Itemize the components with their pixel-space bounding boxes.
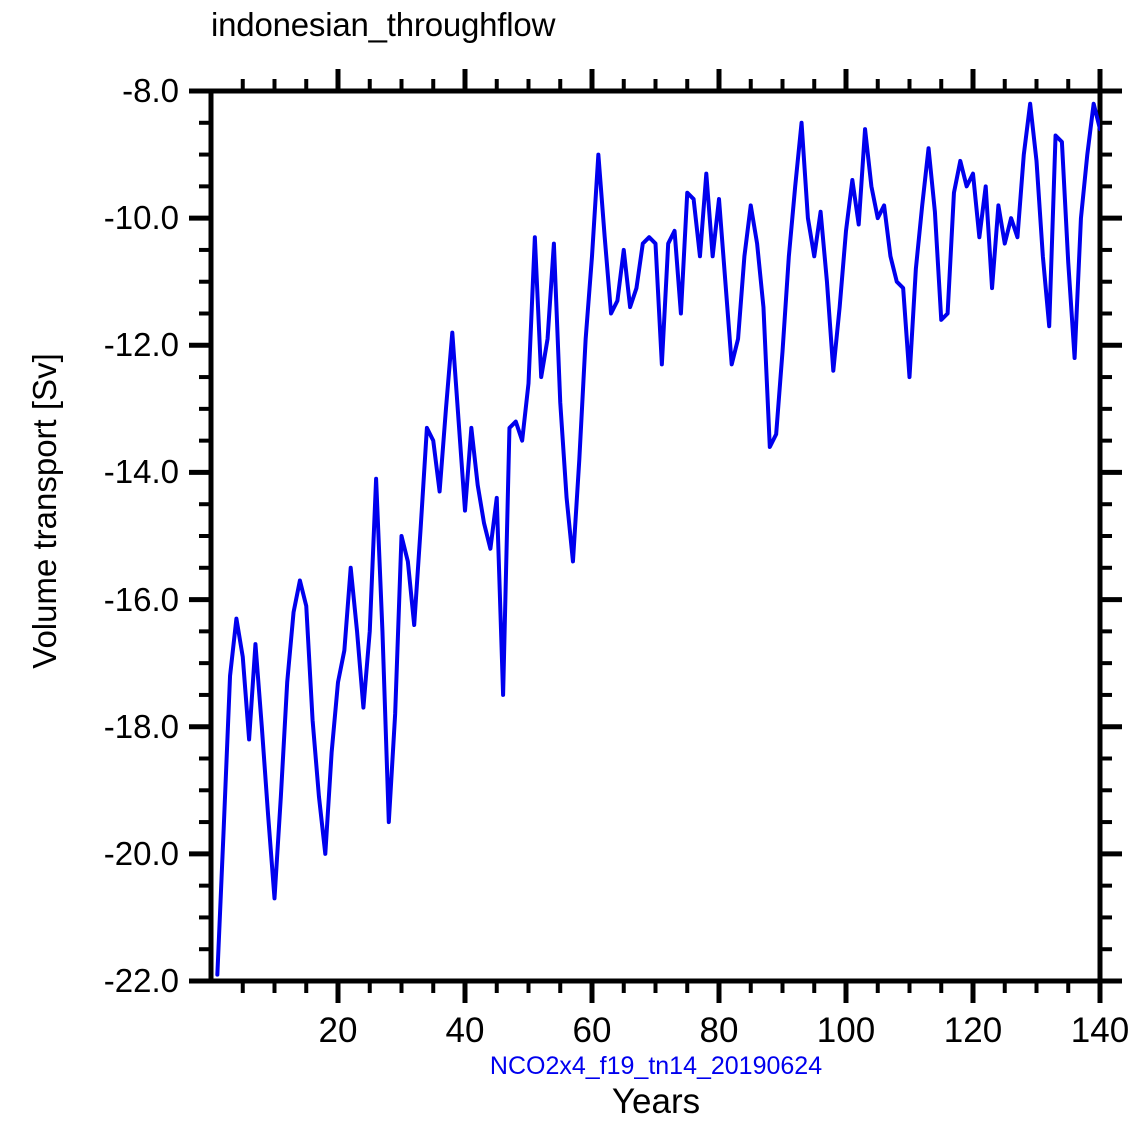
y-tick-label: -16.0	[103, 580, 179, 618]
x-tick-label: 60	[572, 1011, 612, 1050]
case-annotation: NCO2x4_f19_tn14_20190624	[489, 1052, 823, 1080]
y-tick-label: -18.0	[103, 707, 179, 745]
y-axis-label: Volume transport [Sv]	[26, 353, 63, 669]
y-tick-label: -20.0	[103, 834, 179, 872]
axis-ticks	[189, 69, 1122, 1003]
y-tick-label: -8.0	[122, 72, 179, 109]
x-tick-label: 80	[699, 1011, 739, 1050]
y-tick-label: -10.0	[103, 199, 179, 237]
page-title: indonesian_throughflow	[211, 6, 556, 43]
x-tick-label: 40	[445, 1011, 485, 1050]
plot-frame	[208, 88, 1103, 984]
data-series	[215, 101, 1100, 977]
x-tick-label: 20	[318, 1011, 358, 1050]
y-tick-label: -12.0	[103, 326, 179, 364]
x-axis-label: Years	[611, 1082, 701, 1121]
axes-frame	[208, 88, 1103, 984]
x-tick-label: 100	[816, 1011, 876, 1050]
series-line	[215, 101, 1100, 977]
x-tick-label: 140	[1070, 1011, 1130, 1050]
x-tick-label: 120	[943, 1011, 1003, 1050]
y-tick-label: -14.0	[103, 453, 179, 491]
y-tick-label: -22.0	[103, 962, 179, 999]
